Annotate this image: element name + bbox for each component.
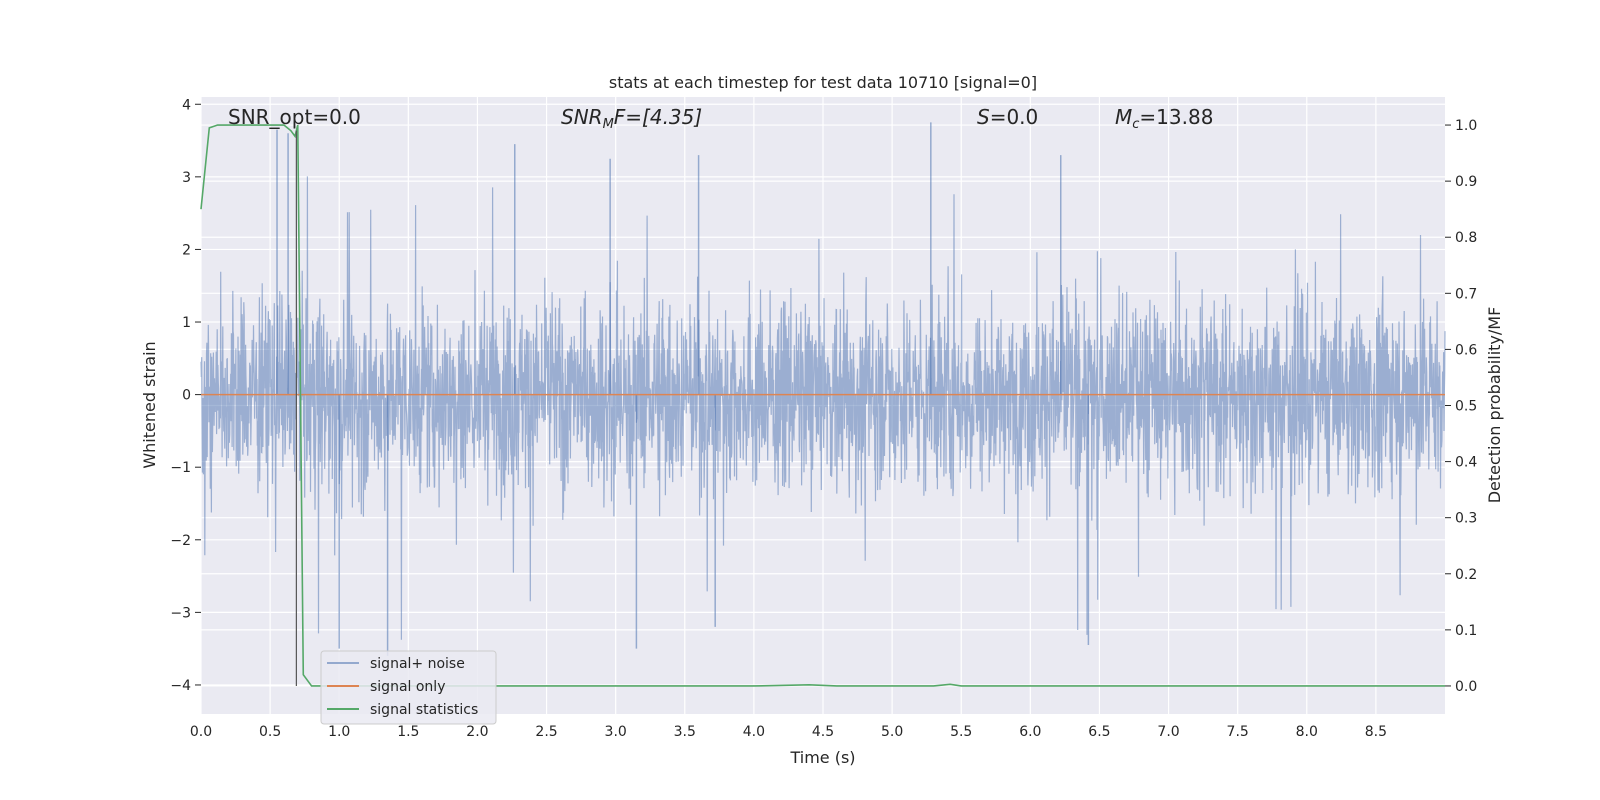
y2-tick-label: 0.2 bbox=[1455, 567, 1477, 583]
y-tick-label: 4 bbox=[182, 97, 191, 113]
y2-axis-ticks: 1.0 0.9 0.8 0.7 0.6 0.5 0.4 0.3 0.2 0.1 0.0 bbox=[1445, 118, 1477, 695]
y2-tick-label: 1.0 bbox=[1455, 118, 1477, 134]
y2-tick-label: 0.1 bbox=[1455, 623, 1477, 639]
y2-axis-label: Detection probability/MF bbox=[1485, 307, 1504, 504]
x-tick-label: 1.5 bbox=[397, 724, 419, 740]
x-tick-label: 0.5 bbox=[259, 724, 281, 740]
series-signal-noise bbox=[200, 122, 1446, 656]
y-tick-label: −2 bbox=[170, 533, 191, 549]
x-tick-label: 8.0 bbox=[1296, 724, 1318, 740]
annotation-mc: Mc=13.88 bbox=[1115, 105, 1213, 132]
y2-tick-label: 0.4 bbox=[1455, 455, 1477, 471]
y-tick-label: 3 bbox=[182, 170, 191, 186]
signal-noise-line bbox=[200, 176, 1446, 640]
y2-tick-label: 0.9 bbox=[1455, 174, 1477, 190]
x-tick-label: 4.5 bbox=[812, 724, 834, 740]
annotation-snr-opt: SNR_opt=0.0 bbox=[228, 105, 361, 129]
x-axis-label: Time (s) bbox=[789, 748, 855, 767]
y-tick-label: 0 bbox=[182, 388, 191, 404]
annotation-snr-mf: SNRMF=[4.35] bbox=[561, 105, 702, 132]
x-tick-label: 7.0 bbox=[1157, 724, 1179, 740]
x-tick-label: 6.5 bbox=[1088, 724, 1110, 740]
legend-label-signal-noise: signal+ noise bbox=[370, 656, 465, 672]
x-tick-label: 6.0 bbox=[1019, 724, 1041, 740]
y-axis-label: Whitened strain bbox=[140, 341, 159, 468]
x-tick-label: 5.0 bbox=[881, 724, 903, 740]
legend-label-signal-only: signal only bbox=[370, 679, 445, 695]
y2-tick-label: 0.8 bbox=[1455, 230, 1477, 246]
y2-tick-label: 0.3 bbox=[1455, 511, 1477, 527]
x-axis-ticks: 0.0 0.5 1.0 1.5 2.0 2.5 3.0 3.5 4.0 4.5 5.0 5.5 6.0 6… bbox=[190, 724, 1387, 740]
x-tick-label: 5.5 bbox=[950, 724, 972, 740]
chart-title: stats at each timestep for test data 107… bbox=[609, 73, 1037, 92]
y-tick-label: −1 bbox=[170, 460, 191, 476]
y-tick-label: 2 bbox=[182, 242, 191, 258]
y2-tick-label: 0.5 bbox=[1455, 399, 1477, 415]
y2-tick-label: 0.7 bbox=[1455, 286, 1477, 302]
y-tick-label: −4 bbox=[170, 678, 191, 694]
x-tick-label: 8.5 bbox=[1365, 724, 1387, 740]
legend: signal+ noise signal only signal statist… bbox=[320, 650, 497, 725]
legend-label-signal-statistics: signal statistics bbox=[370, 702, 478, 718]
x-tick-label: 4.0 bbox=[743, 724, 765, 740]
y-tick-label: −3 bbox=[170, 605, 191, 621]
y2-tick-label: 0.0 bbox=[1455, 679, 1477, 695]
y2-tick-label: 0.6 bbox=[1455, 342, 1477, 358]
x-tick-label: 2.5 bbox=[535, 724, 557, 740]
legend-box bbox=[320, 650, 497, 725]
y-axis-ticks: 4 3 2 1 0 −1 −2 −3 −4 bbox=[170, 97, 201, 694]
x-tick-label: 7.5 bbox=[1227, 724, 1249, 740]
x-tick-label: 3.0 bbox=[605, 724, 627, 740]
x-tick-label: 3.5 bbox=[674, 724, 696, 740]
x-tick-label: 1.0 bbox=[328, 724, 350, 740]
x-tick-label: 2.0 bbox=[466, 724, 488, 740]
y-tick-label: 1 bbox=[182, 315, 191, 331]
x-tick-label: 0.0 bbox=[190, 724, 212, 740]
annotation-s: S=0.0 bbox=[977, 105, 1038, 129]
